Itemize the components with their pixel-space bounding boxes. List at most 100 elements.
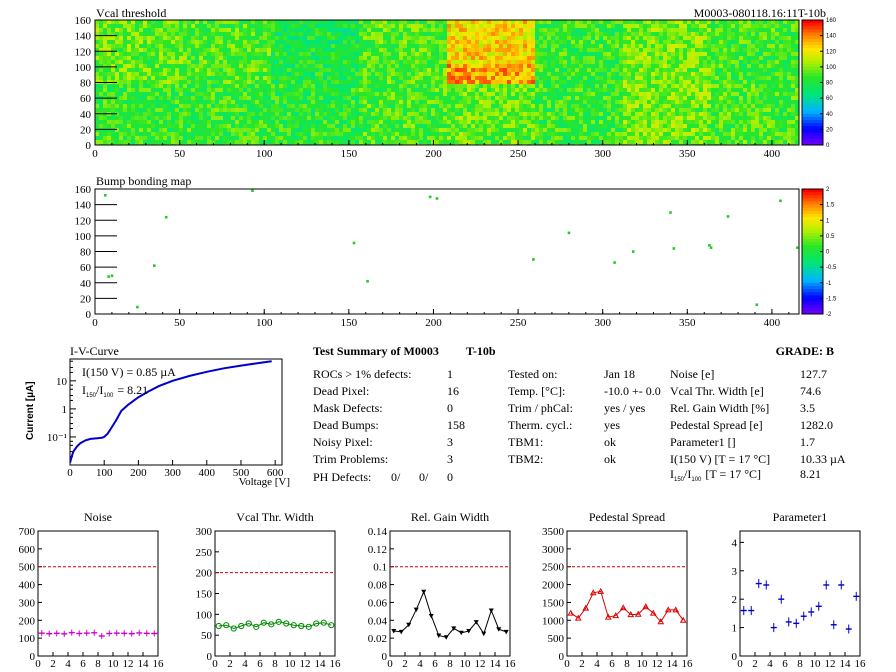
vcal-cell: [499, 84, 504, 89]
vcal-cell: [131, 104, 136, 109]
vcal-cell: [647, 40, 652, 45]
vcal-cell: [515, 76, 520, 81]
vcal-cell: [311, 36, 316, 41]
vcal-cell: [111, 76, 116, 81]
vcal-cell: [391, 100, 396, 105]
vcal-cell: [423, 108, 428, 113]
vcal-cell: [687, 68, 692, 73]
vcal-cell: [411, 56, 416, 61]
vcal-cell: [639, 108, 644, 113]
vcal-cell: [643, 56, 648, 61]
vcal-cell: [99, 84, 104, 89]
vcal-cell: [547, 32, 552, 37]
vcal-cell: [739, 28, 744, 33]
vcal-cell: [243, 60, 248, 65]
vcal-cell: [759, 56, 764, 61]
vcal-cell: [103, 72, 108, 77]
vcal-cell: [239, 40, 244, 45]
vcal-cell: [191, 72, 196, 77]
vcal-cell: [127, 40, 132, 45]
vcal-cell: [731, 20, 736, 25]
vcal-cell: [479, 72, 484, 77]
vcal-cell: [339, 116, 344, 121]
vcal-cell: [511, 24, 516, 29]
vcal-cell: [359, 76, 364, 81]
vcal-cell: [463, 112, 468, 117]
vcal-cell: [787, 56, 792, 61]
vcal-cell: [415, 84, 420, 89]
vcal-cell: [235, 24, 240, 29]
vcal-cell: [339, 132, 344, 137]
vcal-cell: [231, 76, 236, 81]
vcal-cell: [271, 108, 276, 113]
vcal-cell: [759, 76, 764, 81]
vcal-cell: [791, 28, 796, 33]
vcal-cell: [571, 116, 576, 121]
vcal-cell: [207, 28, 212, 33]
vcal-cell: [119, 88, 124, 93]
vcal-cell: [99, 88, 104, 93]
vcal-cell: [227, 100, 232, 105]
vcal-cell: [363, 128, 368, 133]
vcal-cell: [267, 120, 272, 125]
vcal-cell: [339, 88, 344, 93]
vcal-cell: [147, 24, 152, 29]
vcal-cell: [159, 36, 164, 41]
vcal-cell: [735, 112, 740, 117]
vcal-cell: [267, 40, 272, 45]
vcal-cell: [303, 104, 308, 109]
vcal-cell: [623, 64, 628, 69]
vcal-cell: [447, 48, 452, 53]
vcal-cell: [403, 92, 408, 97]
vcal-cell: [203, 108, 208, 113]
vcal-cell: [567, 68, 572, 73]
vcal-cell: [647, 108, 652, 113]
vcal-cell: [187, 100, 192, 105]
vcal-cell: [287, 92, 292, 97]
vcal-cell: [171, 52, 176, 57]
vcal-cell: [331, 80, 336, 85]
vcal-cell: [699, 44, 704, 49]
vcal-cell: [471, 104, 476, 109]
vcal-cell: [111, 28, 116, 33]
vcal-cell: [383, 40, 388, 45]
vcal-cell: [287, 132, 292, 137]
vcal-cell: [115, 80, 120, 85]
vcal-cell: [587, 116, 592, 121]
vcal-cell: [603, 88, 608, 93]
vcal-cell: [511, 68, 516, 73]
vcal-cell: [275, 56, 280, 61]
vcal-cell: [339, 24, 344, 29]
vcal-cell: [487, 76, 492, 81]
vcal-cell: [795, 88, 799, 93]
vcal-cell: [195, 124, 200, 129]
vcal-cell: [739, 96, 744, 101]
vcal-cell: [527, 80, 532, 85]
vcal-cell: [751, 24, 756, 29]
vcal-cell: [739, 84, 744, 89]
vcal-cell: [287, 20, 292, 25]
vcal-cell: [679, 72, 684, 77]
vcal-cell: [727, 48, 732, 53]
vcal-cell: [427, 124, 432, 129]
vcal-cell: [751, 40, 756, 45]
vcal-cell: [271, 44, 276, 49]
vcal-cell: [471, 32, 476, 37]
vcal-cell: [563, 124, 568, 129]
vcal-cell: [775, 20, 780, 25]
vcal-cell: [107, 20, 112, 25]
vcal-cell: [379, 72, 384, 77]
vcal-cell: [727, 104, 732, 109]
vcal-cell: [259, 104, 264, 109]
vcal-cell: [103, 32, 108, 37]
vcal-cell: [707, 76, 712, 81]
vcal-cell: [711, 28, 716, 33]
vcal-cell: [703, 80, 708, 85]
vcal-cell: [683, 104, 688, 109]
vcal-cell: [495, 76, 500, 81]
vcal-cell: [627, 124, 632, 129]
vcal-cell: [459, 88, 464, 93]
vcal-cell: [623, 84, 628, 89]
vcal-cell: [531, 96, 536, 101]
vcal-cell: [331, 132, 336, 137]
